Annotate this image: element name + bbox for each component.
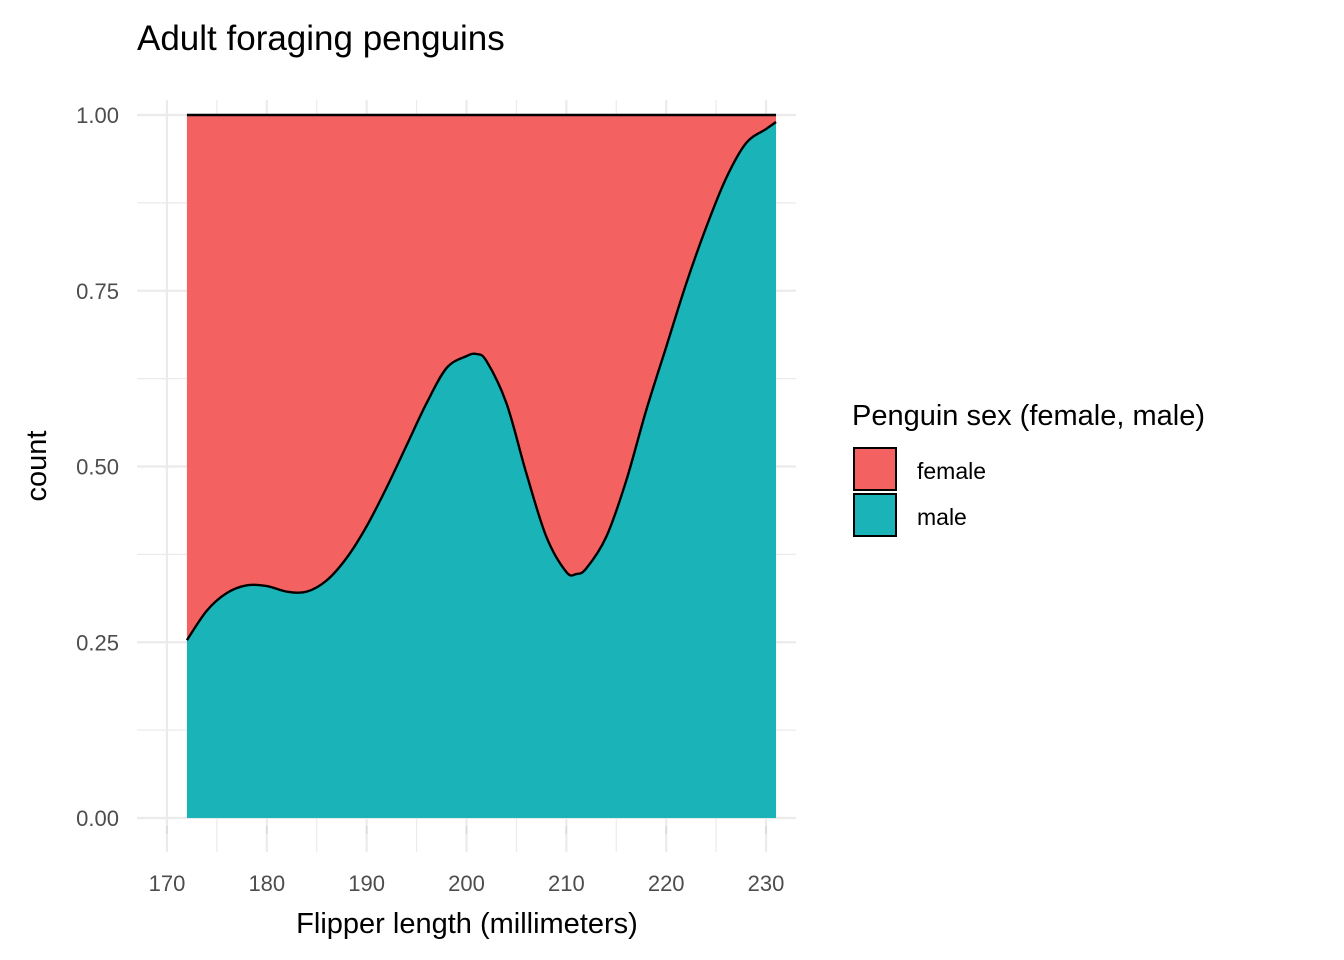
x-tick-label: 220: [648, 871, 685, 896]
legend-label-female: female: [917, 458, 986, 484]
x-tick-label: 230: [748, 871, 785, 896]
chart-title: Adult foraging penguins: [137, 19, 505, 58]
x-tick-label: 200: [448, 871, 485, 896]
x-tick-label: 210: [548, 871, 585, 896]
legend-key-female: [853, 447, 897, 491]
area-male: [186, 122, 777, 818]
y-axis-title: count: [21, 431, 53, 502]
x-axis-title: Flipper length (millimeters): [296, 908, 638, 940]
legend: Penguin sex (female, male) female male: [852, 400, 1205, 537]
y-tick-label: 0.75: [76, 279, 119, 304]
x-tick-label: 180: [248, 871, 285, 896]
x-tick-label: 170: [149, 871, 186, 896]
legend-title: Penguin sex (female, male): [852, 400, 1205, 432]
y-tick-label: 1.00: [76, 103, 119, 128]
y-tick-label: 0.00: [76, 806, 119, 831]
legend-key-male: [853, 493, 897, 537]
axis-ticks: 170 180 190 200 210 220 230 0.00 0.25 0.50 0.75 1.0…: [76, 103, 784, 896]
legend-label-male: male: [917, 504, 967, 530]
stacked-areas: [185, 113, 777, 818]
y-tick-label: 0.50: [76, 455, 119, 480]
area-female: [186, 115, 777, 641]
x-tick-label: 190: [348, 871, 385, 896]
y-tick-label: 0.25: [76, 630, 119, 655]
line-male-boundary: [185, 121, 777, 641]
